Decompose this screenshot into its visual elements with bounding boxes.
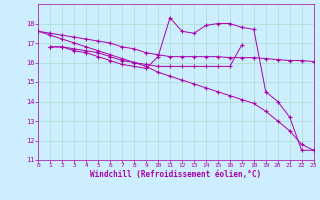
X-axis label: Windchill (Refroidissement éolien,°C): Windchill (Refroidissement éolien,°C) bbox=[91, 170, 261, 179]
